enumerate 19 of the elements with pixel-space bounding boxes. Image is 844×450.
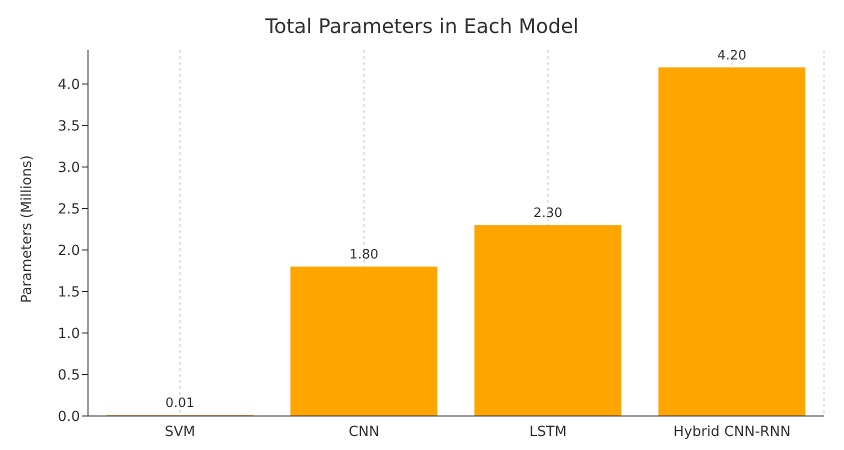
x-tick-label: Hybrid CNN-RNN [673,424,791,440]
y-tick-label: 0.5 [58,367,80,384]
data-label: 0.01 [165,396,194,412]
y-tick-label: 3.0 [58,160,80,176]
y-axis-title: Parameters (Millions) [18,155,35,303]
y-tick-label: 1.0 [58,326,80,342]
data-label: 1.80 [349,248,378,263]
y-tick-label: 3.5 [58,118,80,134]
y-tick-label: 2.5 [58,201,80,218]
data-label: 4.20 [717,48,746,64]
x-tick-label: CNN [348,424,380,440]
chart-title: Total Parameters in Each Model [264,14,580,38]
x-tick-label: SVM [164,424,196,440]
y-tick-label: 0.0 [58,408,80,425]
y-tick-label: 4.0 [58,76,80,93]
y-tick-label: 2.0 [58,242,80,259]
x-tick-label: LSTM [529,424,567,440]
y-tick-label: 1.5 [58,284,80,300]
data-label: 2.30 [533,206,562,222]
